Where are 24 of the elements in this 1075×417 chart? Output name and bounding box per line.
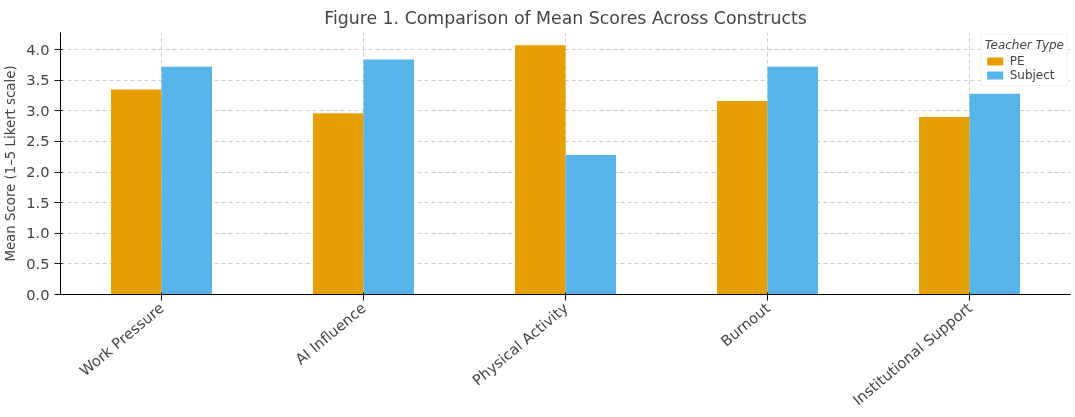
legend-label: Subject bbox=[1009, 68, 1055, 82]
bar bbox=[363, 59, 414, 295]
bar bbox=[767, 66, 818, 295]
y-tick-label: 1.0 bbox=[26, 224, 50, 242]
bar bbox=[313, 113, 364, 295]
bar bbox=[919, 116, 970, 295]
y-tick-label: 0.5 bbox=[26, 254, 50, 272]
legend-title: Teacher Type bbox=[984, 38, 1064, 52]
bar bbox=[717, 101, 768, 295]
bar bbox=[565, 154, 616, 295]
bar bbox=[111, 89, 162, 295]
y-tick-label: 0.0 bbox=[26, 285, 50, 303]
y-tick-label: 2.5 bbox=[26, 132, 50, 150]
y-tick-label: 2.0 bbox=[26, 163, 50, 181]
y-tick-label: 3.0 bbox=[26, 101, 50, 119]
y-axis-title: Mean Score (1–5 Likert scale) bbox=[3, 65, 19, 262]
bar bbox=[161, 66, 212, 295]
chart-title: Figure 1. Comparison of Mean Scores Across Constructs bbox=[324, 7, 807, 28]
legend-label: PE bbox=[1009, 54, 1026, 68]
y-tick-label: 4.0 bbox=[26, 40, 50, 58]
y-tick-label: 1.5 bbox=[26, 193, 50, 211]
bar bbox=[515, 45, 566, 295]
bar bbox=[969, 93, 1020, 295]
y-tick-label: 3.5 bbox=[26, 71, 50, 89]
